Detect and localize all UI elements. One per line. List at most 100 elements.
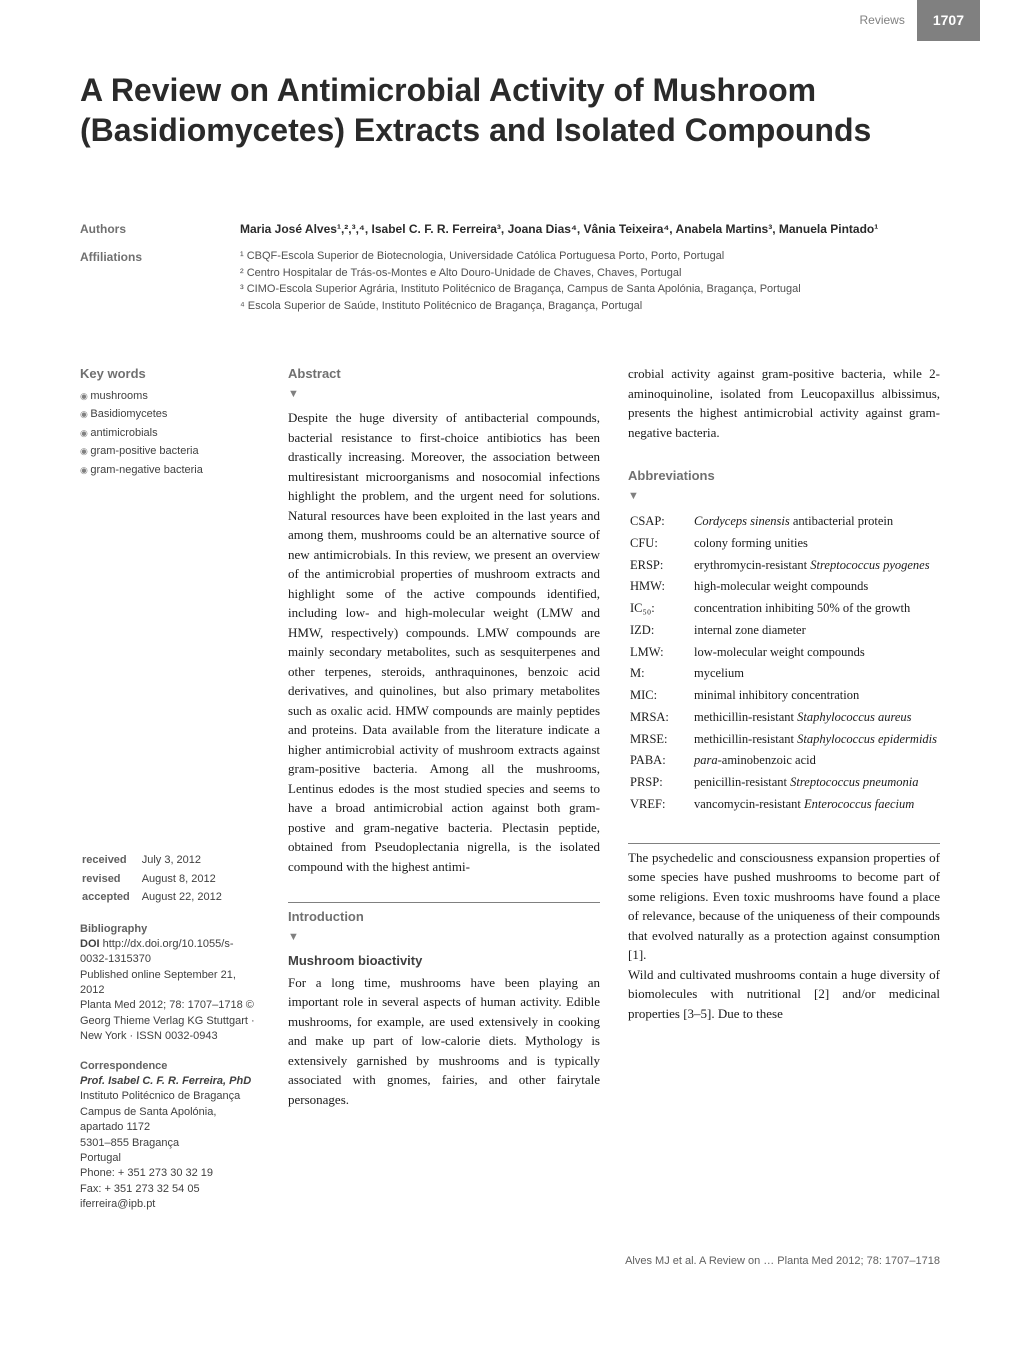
intro-subheading: Mushroom bioactivity [288, 951, 600, 971]
section-divider [288, 902, 600, 903]
abbreviation-value: internal zone diameter [694, 621, 937, 641]
keyword-item: gram-negative bacteria [80, 462, 260, 479]
triangle-marker-icon: ▼ [288, 386, 600, 403]
affiliation-item: ³ CIMO-Escola Superior Agrária, Institut… [240, 281, 940, 298]
abbreviation-value: colony forming unities [694, 534, 937, 554]
abbreviation-row: MRSA:methicillin-resistant Staphylococcu… [630, 708, 937, 728]
affiliations-row: Affiliations ¹ CBQF-Escola Superior de B… [80, 248, 940, 314]
keyword-item: Basidiomycetes [80, 406, 260, 423]
abbreviation-key: MRSE: [630, 730, 692, 750]
abbreviation-value: penicillin-resistant Streptococcus pneum… [694, 773, 937, 793]
abbreviation-key: PABA: [630, 751, 692, 771]
abbreviation-key: HMW: [630, 577, 692, 597]
affiliations-list: ¹ CBQF-Escola Superior de Biotecnologia,… [240, 248, 940, 314]
header-page-number: 1707 [917, 0, 980, 41]
abbreviation-row: CSAP:Cordyceps sinensis antibacterial pr… [630, 512, 937, 532]
abbreviation-key: PRSP: [630, 773, 692, 793]
article-title: A Review on Antimicrobial Activity of Mu… [80, 70, 940, 150]
keyword-item: gram-positive bacteria [80, 443, 260, 460]
abbreviations-heading: Abbreviations [628, 466, 940, 486]
abbreviation-row: PABA:para-aminobenzoic acid [630, 751, 937, 771]
abbreviation-value: mycelium [694, 664, 937, 684]
abbreviation-row: PRSP:penicillin-resistant Streptococcus … [630, 773, 937, 793]
intro-text-right: The psychedelic and consciousness expans… [628, 848, 940, 1024]
doi-label: DOI [80, 938, 100, 950]
introduction-heading: Introduction [288, 907, 600, 927]
accepted-label: accepted [82, 889, 140, 906]
abstract-heading: Abstract [288, 364, 600, 384]
correspondence-name: Prof. Isabel C. F. R. Ferreira, PhD [80, 1074, 260, 1089]
correspondence-email[interactable]: iferreira@ipb.pt [80, 1197, 260, 1212]
doi-link[interactable]: http://dx.doi.org/10.1055/s-0032-1315370 [80, 938, 234, 965]
abbreviation-value: concentration inhibiting 50% of the grow… [694, 599, 937, 619]
abbreviation-key: MRSA: [630, 708, 692, 728]
correspondence-heading: Correspondence [80, 1059, 260, 1074]
revised-date: August 8, 2012 [142, 871, 222, 888]
received-date: July 3, 2012 [142, 852, 222, 869]
authors-list: Maria José Alves¹,²,³,⁴, Isabel C. F. R.… [240, 220, 940, 238]
correspondence-line: apartado 1172 [80, 1120, 260, 1135]
keyword-item: mushrooms [80, 388, 260, 405]
affiliation-item: ¹ CBQF-Escola Superior de Biotecnologia,… [240, 248, 940, 265]
abbreviation-key: VREF: [630, 795, 692, 815]
dates-table: receivedJuly 3, 2012 revisedAugust 8, 20… [80, 850, 224, 908]
abbreviation-row: CFU:colony forming unities [630, 534, 937, 554]
right-column: crobial activity against gram-positive b… [628, 364, 940, 1213]
abbreviation-key: LMW: [630, 643, 692, 663]
abstract-text-mid: Despite the huge diversity of antibacter… [288, 408, 600, 876]
abbreviation-row: MRSE:methicillin-resistant Staphylococcu… [630, 730, 937, 750]
abbreviation-value: high-molecular weight compounds [694, 577, 937, 597]
affiliation-item: ² Centro Hospitalar de Trás-os-Montes e … [240, 265, 940, 282]
abbreviation-row: MIC:minimal inhibitory concentration [630, 686, 937, 706]
keywords-heading: Key words [80, 364, 260, 384]
citation-text: Planta Med 2012; 78: 1707–1718 © Georg T… [80, 998, 260, 1044]
abbreviation-key: IZD: [630, 621, 692, 641]
abbreviation-value: para-aminobenzoic acid [694, 751, 937, 771]
abbreviation-key: IC₅₀: [630, 599, 692, 619]
accepted-date: August 22, 2012 [142, 889, 222, 906]
abbreviation-key: ERSP: [630, 556, 692, 576]
abbreviation-row: HMW:high-molecular weight compounds [630, 577, 937, 597]
authors-label: Authors [80, 220, 240, 238]
correspondence-line: 5301–855 Bragança [80, 1136, 260, 1151]
received-label: received [82, 852, 140, 869]
left-sidebar: Key words mushrooms Basidiomycetes antim… [80, 364, 260, 1213]
abbreviation-value: vancomycin-resistant Enterococcus faeciu… [694, 795, 937, 815]
abbreviation-value: methicillin-resistant Staphylococcus aur… [694, 708, 937, 728]
keywords-block: Key words mushrooms Basidiomycetes antim… [80, 364, 260, 478]
abbreviation-key: MIC: [630, 686, 692, 706]
section-divider [628, 843, 940, 844]
abbreviation-value: methicillin-resistant Staphylococcus epi… [694, 730, 937, 750]
correspondence-line: Fax: + 351 273 32 54 05 [80, 1182, 260, 1197]
abbreviation-row: LMW:low-molecular weight compounds [630, 643, 937, 663]
abbreviation-value: low-molecular weight compounds [694, 643, 937, 663]
middle-column: Abstract ▼ Despite the huge diversity of… [288, 364, 600, 1213]
triangle-marker-icon: ▼ [628, 488, 940, 505]
abbreviation-row: M:mycelium [630, 664, 937, 684]
correspondence-line: Portugal [80, 1151, 260, 1166]
affiliation-item: ⁴ Escola Superior de Saúde, Instituto Po… [240, 298, 940, 315]
keyword-item: antimicrobials [80, 425, 260, 442]
abbreviation-value: minimal inhibitory concentration [694, 686, 937, 706]
correspondence-line: Instituto Politécnico de Bragança [80, 1089, 260, 1104]
bibliography-block: Bibliography DOI http://dx.doi.org/10.10… [80, 922, 260, 1045]
triangle-marker-icon: ▼ [288, 929, 600, 946]
bibliography-heading: Bibliography [80, 922, 260, 937]
abbreviation-value: Cordyceps sinensis antibacterial protein [694, 512, 937, 532]
abbreviation-row: VREF:vancomycin-resistant Enterococcus f… [630, 795, 937, 815]
affiliations-label: Affiliations [80, 248, 240, 314]
correspondence-line: Phone: + 351 273 30 32 19 [80, 1166, 260, 1181]
published-date: Published online September 21, 2012 [80, 968, 260, 999]
correspondence-block: Correspondence Prof. Isabel C. F. R. Fer… [80, 1059, 260, 1213]
abbreviation-row: ERSP:erythromycin-resistant Streptococcu… [630, 556, 937, 576]
header-section-label: Reviews [859, 11, 904, 29]
abbreviation-key: M: [630, 664, 692, 684]
abbreviation-row: IZD:internal zone diameter [630, 621, 937, 641]
header-bar: Reviews 1707 [0, 0, 1020, 40]
abbreviations-table: CSAP:Cordyceps sinensis antibacterial pr… [628, 510, 939, 817]
abbreviation-value: erythromycin-resistant Streptococcus pyo… [694, 556, 937, 576]
abbreviation-row: IC₅₀:concentration inhibiting 50% of the… [630, 599, 937, 619]
intro-text-mid: For a long time, mushrooms have been pla… [288, 973, 600, 1110]
authors-row: Authors Maria José Alves¹,²,³,⁴, Isabel … [80, 220, 940, 238]
abbreviation-key: CSAP: [630, 512, 692, 532]
